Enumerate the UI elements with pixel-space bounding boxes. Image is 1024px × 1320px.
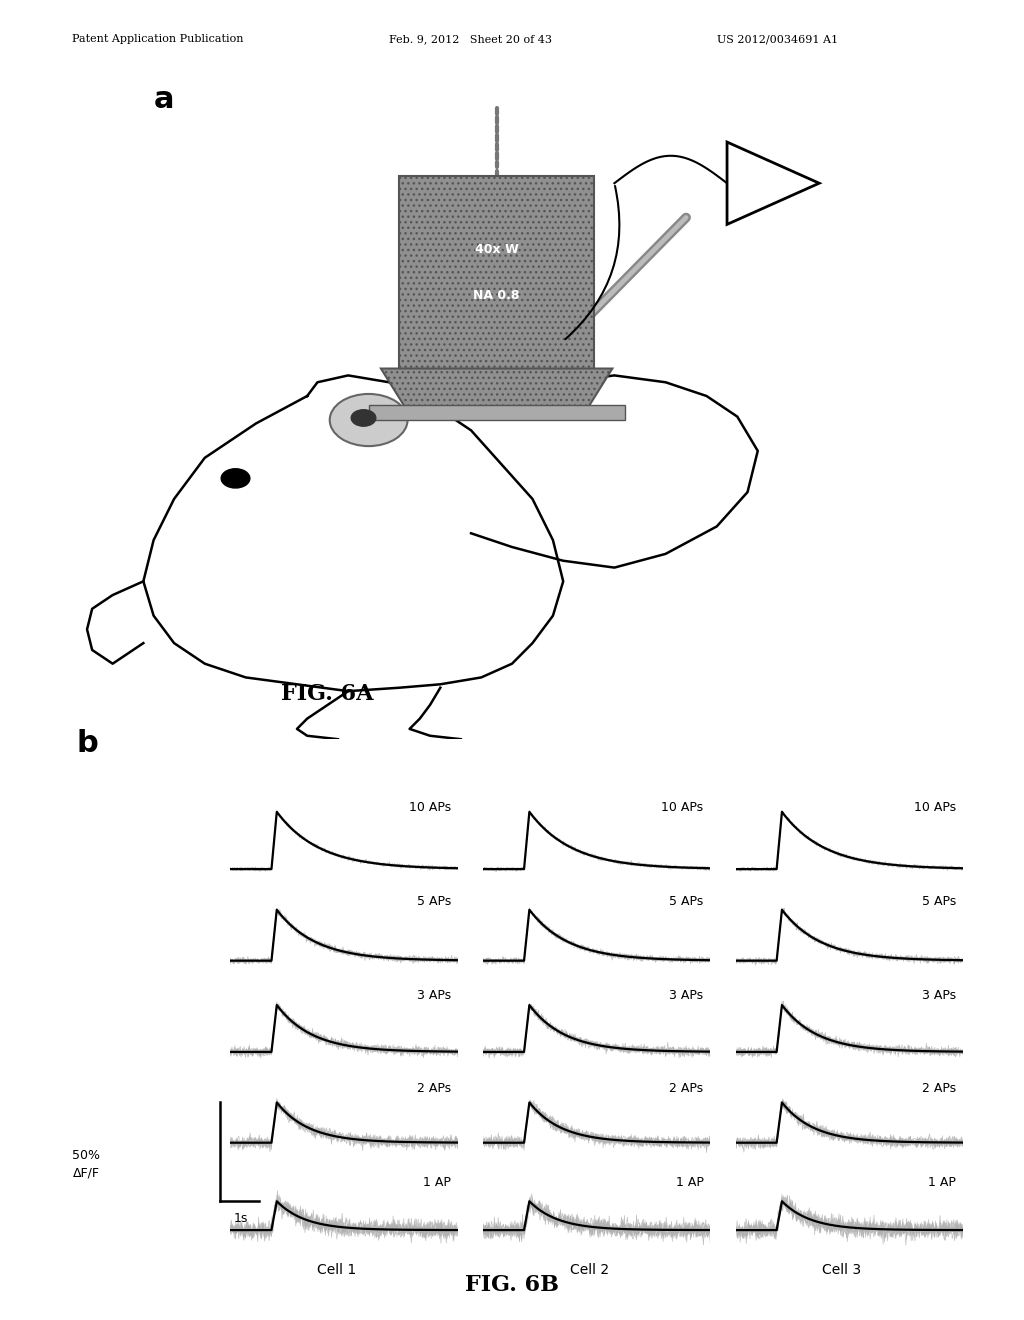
Text: Patent Application Publication: Patent Application Publication — [72, 34, 243, 45]
Text: 50%
ΔF/F: 50% ΔF/F — [73, 1150, 100, 1179]
Text: 1 AP: 1 AP — [676, 1176, 703, 1189]
Text: b: b — [77, 729, 98, 758]
Text: US 2012/0034691 A1: US 2012/0034691 A1 — [717, 34, 838, 45]
Bar — [399, 177, 594, 368]
Text: 2 APs: 2 APs — [670, 1082, 703, 1096]
Text: Cell 1: Cell 1 — [316, 1263, 356, 1278]
Text: 10 APs: 10 APs — [662, 801, 703, 814]
Text: FIG. 6A: FIG. 6A — [282, 682, 374, 705]
Text: Feb. 9, 2012   Sheet 20 of 43: Feb. 9, 2012 Sheet 20 of 43 — [389, 34, 552, 45]
Text: 5 APs: 5 APs — [922, 895, 956, 908]
Text: a: a — [154, 84, 174, 114]
Text: FIG. 6B: FIG. 6B — [465, 1274, 559, 1296]
Text: 3 APs: 3 APs — [417, 989, 451, 1002]
Text: 1 AP: 1 AP — [423, 1176, 451, 1189]
Text: 3 APs: 3 APs — [670, 989, 703, 1002]
Text: 10 APs: 10 APs — [409, 801, 451, 814]
Bar — [369, 405, 625, 420]
Text: 40x W: 40x W — [475, 243, 518, 256]
Text: 1s: 1s — [233, 1212, 248, 1225]
Text: Cell 2: Cell 2 — [569, 1263, 608, 1278]
Polygon shape — [381, 368, 612, 407]
Text: 3 APs: 3 APs — [922, 989, 956, 1002]
Text: Cell 3: Cell 3 — [822, 1263, 861, 1278]
Text: 10 APs: 10 APs — [914, 801, 956, 814]
Text: 5 APs: 5 APs — [670, 895, 703, 908]
Text: 1 AP: 1 AP — [928, 1176, 956, 1189]
Text: NA 0.8: NA 0.8 — [473, 289, 520, 302]
Text: 2 APs: 2 APs — [922, 1082, 956, 1096]
Circle shape — [330, 393, 408, 446]
Circle shape — [351, 409, 376, 426]
Polygon shape — [727, 143, 819, 224]
Circle shape — [221, 469, 250, 488]
Text: 2 APs: 2 APs — [417, 1082, 451, 1096]
Text: 5 APs: 5 APs — [417, 895, 451, 908]
